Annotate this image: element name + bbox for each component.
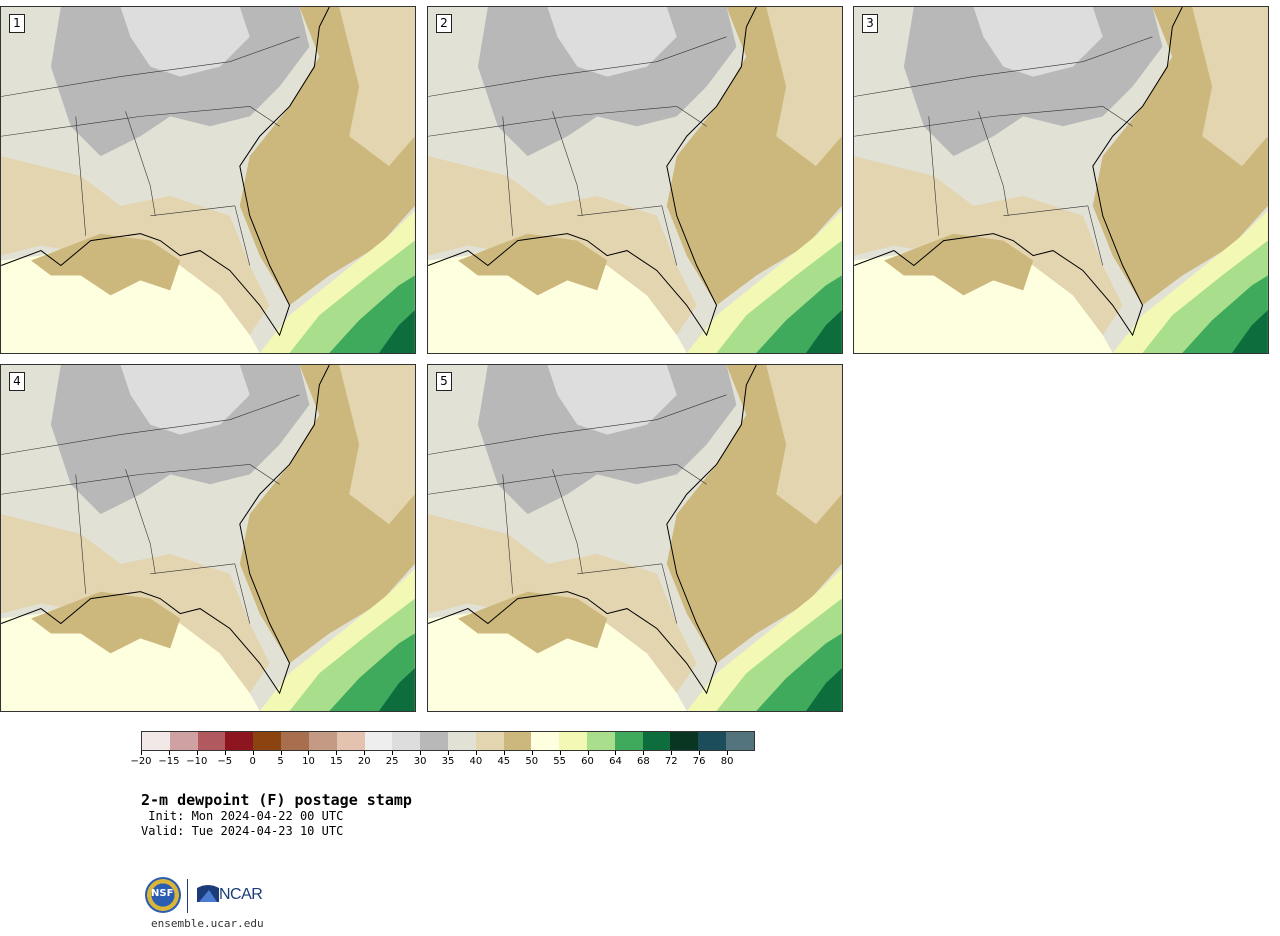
nsf-logo: NSF <box>145 877 181 913</box>
colorbar-tick <box>392 751 394 755</box>
colorbar-tick <box>475 751 477 755</box>
colorbar-swatch <box>642 732 671 750</box>
colorbar-swatch <box>614 732 643 750</box>
map-image <box>854 7 1268 353</box>
site-url: ensemble.ucar.edu <box>151 917 264 930</box>
colorbar-swatch <box>225 732 254 750</box>
colorbar-tick <box>531 751 533 755</box>
colorbar-tick <box>141 751 142 755</box>
colorbar-tick-label: 20 <box>357 756 371 767</box>
colorbar-tick-label: 25 <box>385 756 399 767</box>
colorbar-tick <box>448 751 449 755</box>
postage-stamp-map-4: 4 <box>0 364 416 712</box>
colorbar-tick <box>503 751 505 755</box>
colorbar-tick <box>364 751 366 755</box>
colorbar-tick-label: 55 <box>553 756 566 767</box>
colorbar-tick-label: 40 <box>469 756 483 767</box>
figure-title: 2-m dewpoint (F) postage stamp <box>141 791 412 809</box>
colorbar-swatch <box>142 732 170 750</box>
colorbar-tick <box>280 751 282 755</box>
postage-stamp-map-3: 3 <box>853 6 1269 354</box>
colorbar-tick <box>615 751 617 755</box>
colorbar-tick-label: −10 <box>186 756 208 767</box>
colorbar-tick <box>587 751 589 755</box>
colorbar-swatch <box>447 732 476 750</box>
colorbar-tick <box>308 751 310 755</box>
colorbar-swatch <box>531 732 560 750</box>
init-time: Init: Mon 2024-04-22 00 UTC <box>141 809 344 823</box>
colorbar-tick <box>196 751 198 755</box>
member-number: 2 <box>436 14 452 33</box>
colorbar-tick <box>727 751 729 755</box>
colorbar-swatch <box>308 732 337 750</box>
colorbar <box>141 731 755 751</box>
colorbar-swatch <box>169 732 198 750</box>
member-number: 3 <box>862 14 878 33</box>
map-image <box>428 365 842 711</box>
colorbar-tick <box>420 751 422 755</box>
colorbar-swatch <box>392 732 421 750</box>
colorbar-tick-label: 72 <box>664 756 678 767</box>
colorbar-swatch <box>503 732 532 750</box>
colorbar-swatch <box>475 732 504 750</box>
colorbar-tick-label: −20 <box>130 756 152 767</box>
colorbar-tick <box>252 751 254 755</box>
colorbar-tick-label: −15 <box>158 756 180 767</box>
map-image <box>428 7 842 353</box>
colorbar-tick <box>168 751 170 755</box>
colorbar-swatch <box>336 732 365 750</box>
postage-stamp-map-1: 1 <box>0 6 416 354</box>
colorbar-ticks: −20 −15 −10 −5 0 5 10 15 20 25 30 35 40 45 50 55 60 64 68 7… <box>130 751 755 771</box>
colorbar-tick <box>224 751 226 755</box>
colorbar-tick-label: 30 <box>413 756 427 767</box>
colorbar-tick-label: 45 <box>497 756 511 767</box>
colorbar-tick <box>336 751 338 755</box>
colorbar-tick-label: 76 <box>692 756 706 767</box>
map-image <box>1 7 415 353</box>
logo-divider <box>187 879 188 913</box>
colorbar-tick <box>699 751 701 755</box>
colorbar-tick-label: 0 <box>249 756 256 767</box>
postage-stamp-map-2: 2 <box>427 6 843 354</box>
colorbar-tick <box>671 751 673 755</box>
colorbar-tick-label: 10 <box>302 756 315 767</box>
member-number: 4 <box>9 372 25 391</box>
colorbar-swatch <box>420 732 448 750</box>
colorbar-tick-label: 35 <box>441 756 455 767</box>
nsf-logo-text: NSF <box>151 888 174 899</box>
colorbar-swatch <box>281 732 309 750</box>
member-number: 1 <box>9 14 25 33</box>
map-image <box>1 365 415 711</box>
valid-time: Valid: Tue 2024-04-23 10 UTC <box>141 824 344 838</box>
colorbar-swatch <box>559 732 587 750</box>
logo-group: NSF NCAR <box>145 877 275 917</box>
colorbar-tick-label: 64 <box>609 756 622 767</box>
colorbar-tick-label: 80 <box>720 756 734 767</box>
colorbar-swatch <box>587 732 615 750</box>
colorbar-tick <box>559 751 561 755</box>
colorbar-swatch <box>197 732 226 750</box>
colorbar-tick-label: −5 <box>217 756 233 767</box>
member-number: 5 <box>436 372 452 391</box>
colorbar-tick-label: 60 <box>581 756 594 767</box>
colorbar-tick-label: 15 <box>329 756 343 767</box>
ncar-logo-text: NCAR <box>219 886 263 903</box>
colorbar-swatch <box>670 732 699 750</box>
colorbar-swatch <box>364 732 393 750</box>
colorbar-tick-label: 50 <box>525 756 539 767</box>
postage-stamp-map-5: 5 <box>427 364 843 712</box>
colorbar-swatch <box>726 732 754 750</box>
colorbar-tick-label: 68 <box>636 756 650 767</box>
colorbar-tick <box>643 751 645 755</box>
colorbar-swatch <box>253 732 282 750</box>
colorbar-tick-label: 5 <box>277 756 284 767</box>
ncar-logo-mark <box>197 885 219 902</box>
colorbar-swatch <box>698 732 727 750</box>
